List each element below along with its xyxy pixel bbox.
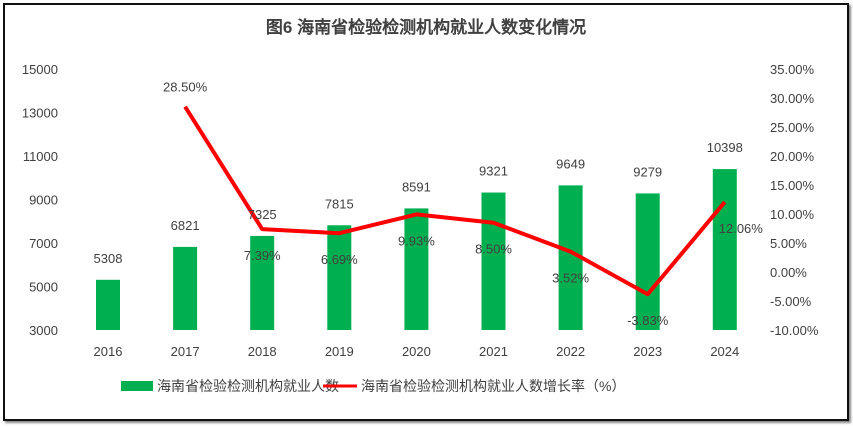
x-tick-label: 2016 xyxy=(94,344,123,359)
bar xyxy=(635,193,660,330)
y-left-tick-label: 13000 xyxy=(22,106,58,121)
bar xyxy=(96,279,120,330)
bar-data-label: 5308 xyxy=(94,251,123,266)
y-right-tick-label: 30.00% xyxy=(770,91,815,106)
line-data-label: 9.93% xyxy=(398,233,435,248)
y-left-tick-label: 11000 xyxy=(23,149,58,164)
line-data-label: 28.50% xyxy=(163,80,208,95)
bar xyxy=(712,169,737,330)
x-tick-label: 2018 xyxy=(248,344,277,359)
legend: 海南省检验检测机构就业人数 海南省检验检测机构就业人数增长率（%） xyxy=(121,378,625,394)
bar xyxy=(327,225,352,330)
y-right-tick-label: -5.00% xyxy=(770,294,812,309)
bar xyxy=(404,208,429,330)
bar-data-label: 7325 xyxy=(248,207,277,222)
y-left-tick-label: 3000 xyxy=(29,323,58,338)
legend-label-bar: 海南省检验检测机构就业人数 xyxy=(157,378,339,394)
bar-data-label: 8591 xyxy=(402,179,431,194)
x-tick-label: 2020 xyxy=(402,344,431,359)
y-right-tick-label: -10.00% xyxy=(770,323,819,338)
bar-data-label: 9279 xyxy=(633,164,662,179)
y-right-tick-label: 15.00% xyxy=(770,178,815,193)
x-tick-label: 2023 xyxy=(633,344,662,359)
x-tick-label: 2021 xyxy=(479,344,508,359)
bar-data-label: 6821 xyxy=(171,218,200,233)
line-data-label: 12.06% xyxy=(719,221,764,236)
x-tick-label: 2017 xyxy=(171,344,200,359)
line-data-label: 7.39% xyxy=(244,248,281,263)
y-right-tick-label: 0.00% xyxy=(770,265,807,280)
x-tick-label: 2019 xyxy=(325,344,354,359)
chart-title: 图6 海南省检验检测机构就业人数变化情况 xyxy=(266,17,586,37)
y-right-tick-label: 10.00% xyxy=(770,207,815,222)
line-data-label: 3.52% xyxy=(552,271,589,286)
legend-swatch-bar xyxy=(121,381,153,391)
y-right-tick-label: 35.00% xyxy=(770,62,815,77)
y-right-tick-label: 5.00% xyxy=(770,236,807,251)
y-left-tick-label: 9000 xyxy=(29,193,58,208)
y-right-tick-label: 25.00% xyxy=(770,120,815,135)
x-tick-label: 2024 xyxy=(710,344,739,359)
bar-data-label: 9649 xyxy=(556,156,585,171)
line-data-label: 8.50% xyxy=(475,242,512,257)
line-data-label: -3.83% xyxy=(627,313,669,328)
y-right-tick-label: 20.00% xyxy=(770,149,815,164)
legend-label-line: 海南省检验检测机构就业人数增长率（%） xyxy=(361,378,625,394)
bar-data-label: 7815 xyxy=(325,196,354,211)
bar-data-label: 10398 xyxy=(707,140,743,155)
y-left-tick-label: 5000 xyxy=(29,280,58,295)
bar xyxy=(481,192,506,330)
growth-rate-line xyxy=(183,105,727,297)
y-left-tick-label: 15000 xyxy=(22,62,58,77)
bar-data-label: 9321 xyxy=(479,164,508,179)
bar xyxy=(173,246,198,330)
bar xyxy=(250,235,275,330)
x-tick-label: 2022 xyxy=(556,344,585,359)
y-left-tick-label: 7000 xyxy=(29,236,58,251)
line-data-label: 6.69% xyxy=(321,252,358,267)
